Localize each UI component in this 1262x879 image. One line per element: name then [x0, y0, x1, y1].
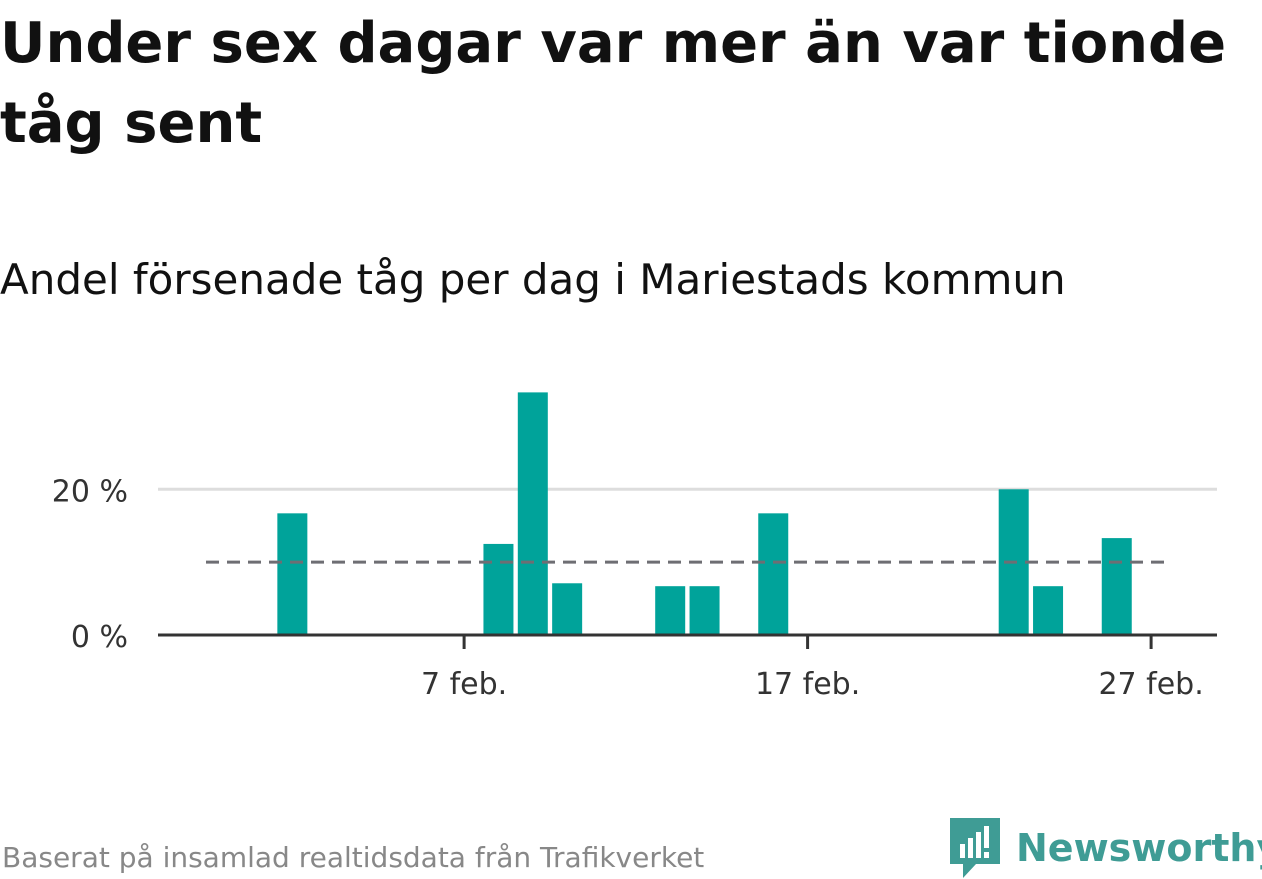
bar: [655, 586, 686, 635]
bar: [517, 392, 548, 635]
source-note: Baserat på insamlad realtidsdata från Tr…: [2, 841, 705, 874]
newsworthy-logo-icon: [950, 818, 1000, 878]
chart-title: Under sex dagar var mer än var tionde tå…: [0, 11, 1227, 156]
bar: [552, 583, 583, 635]
y-tick-label: 0 %: [71, 620, 128, 655]
bar: [758, 513, 789, 635]
bar: [483, 543, 514, 635]
bar: [277, 513, 308, 635]
brand-logo: Newsworthy: [950, 818, 1262, 878]
x-tick-label: 7 feb.: [421, 667, 507, 702]
bar: [1033, 586, 1064, 635]
brand-name: Newsworthy: [1016, 826, 1262, 870]
bar: [689, 586, 720, 635]
bar: [1101, 538, 1132, 635]
chart-subtitle: Andel försenade tåg per dag i Mariestads…: [0, 255, 1066, 304]
x-tick-label: 17 feb.: [755, 667, 860, 702]
y-tick-label: 20 %: [52, 474, 128, 509]
x-tick-label: 27 feb.: [1098, 667, 1203, 702]
